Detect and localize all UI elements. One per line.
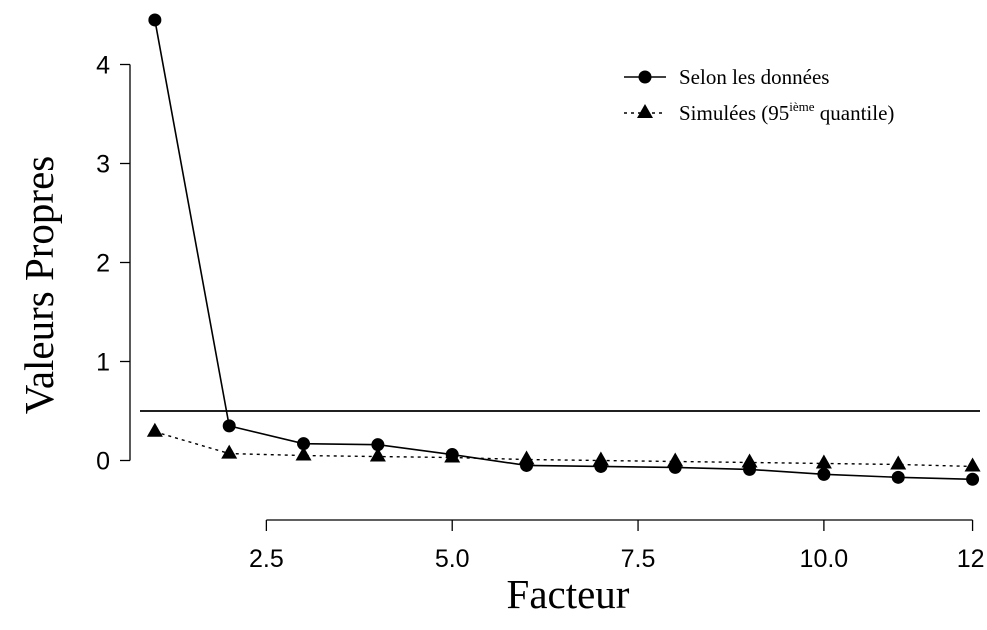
data-point-circle bbox=[371, 438, 385, 452]
data-point-triangle bbox=[667, 452, 684, 467]
legend-circle-marker bbox=[638, 70, 652, 84]
data-point-circle bbox=[891, 470, 905, 484]
series-line-1 bbox=[154, 19, 973, 481]
series-layer bbox=[146, 13, 981, 486]
data-point-triangle bbox=[518, 450, 535, 465]
legend-label-series-1: Selon les données bbox=[679, 65, 829, 89]
y-tick-label: 1 bbox=[96, 349, 110, 377]
legend-label-series-2: Simulées (95ième quantile) bbox=[679, 99, 894, 125]
data-point-triangle bbox=[741, 453, 758, 468]
data-point-triangle bbox=[369, 447, 386, 462]
x-tick-label: 5.0 bbox=[435, 545, 470, 573]
data-point-triangle bbox=[221, 444, 238, 459]
x-tick-label: 10.0 bbox=[800, 545, 849, 573]
data-point-triangle bbox=[444, 448, 461, 463]
data-point-triangle bbox=[295, 446, 312, 461]
y-tick-label: 3 bbox=[96, 151, 110, 179]
y-tick-label: 4 bbox=[96, 52, 110, 80]
y-tick-label: 2 bbox=[96, 250, 110, 278]
data-point-circle bbox=[297, 437, 311, 451]
y-tick-label: 0 bbox=[96, 448, 110, 476]
x-tick-label: 2.5 bbox=[249, 545, 284, 573]
y-axis-title: Valeurs Propres bbox=[16, 156, 62, 414]
data-point-circle bbox=[222, 419, 236, 433]
x-tick-label: 12 bbox=[957, 545, 985, 573]
data-point-triangle bbox=[146, 422, 163, 437]
legend-triangle-marker bbox=[637, 104, 653, 118]
data-point-triangle bbox=[592, 451, 609, 466]
legend: Selon les données Simulées (95ième quant… bbox=[624, 65, 894, 125]
data-point-circle bbox=[966, 472, 980, 486]
x-axis-title: Facteur bbox=[507, 571, 630, 617]
legend-label-series-2-sup: ième bbox=[789, 99, 814, 114]
data-point-triangle bbox=[890, 455, 907, 470]
x-tick-label: 7.5 bbox=[621, 545, 656, 573]
data-point-circle bbox=[817, 467, 831, 481]
legend-label-series-2-tail: quantile) bbox=[815, 101, 895, 125]
legend-label-series-2-main: Simulées (95 bbox=[679, 101, 789, 125]
data-point-circle bbox=[148, 13, 162, 27]
data-point-triangle bbox=[964, 457, 981, 472]
data-point-triangle bbox=[815, 454, 832, 469]
